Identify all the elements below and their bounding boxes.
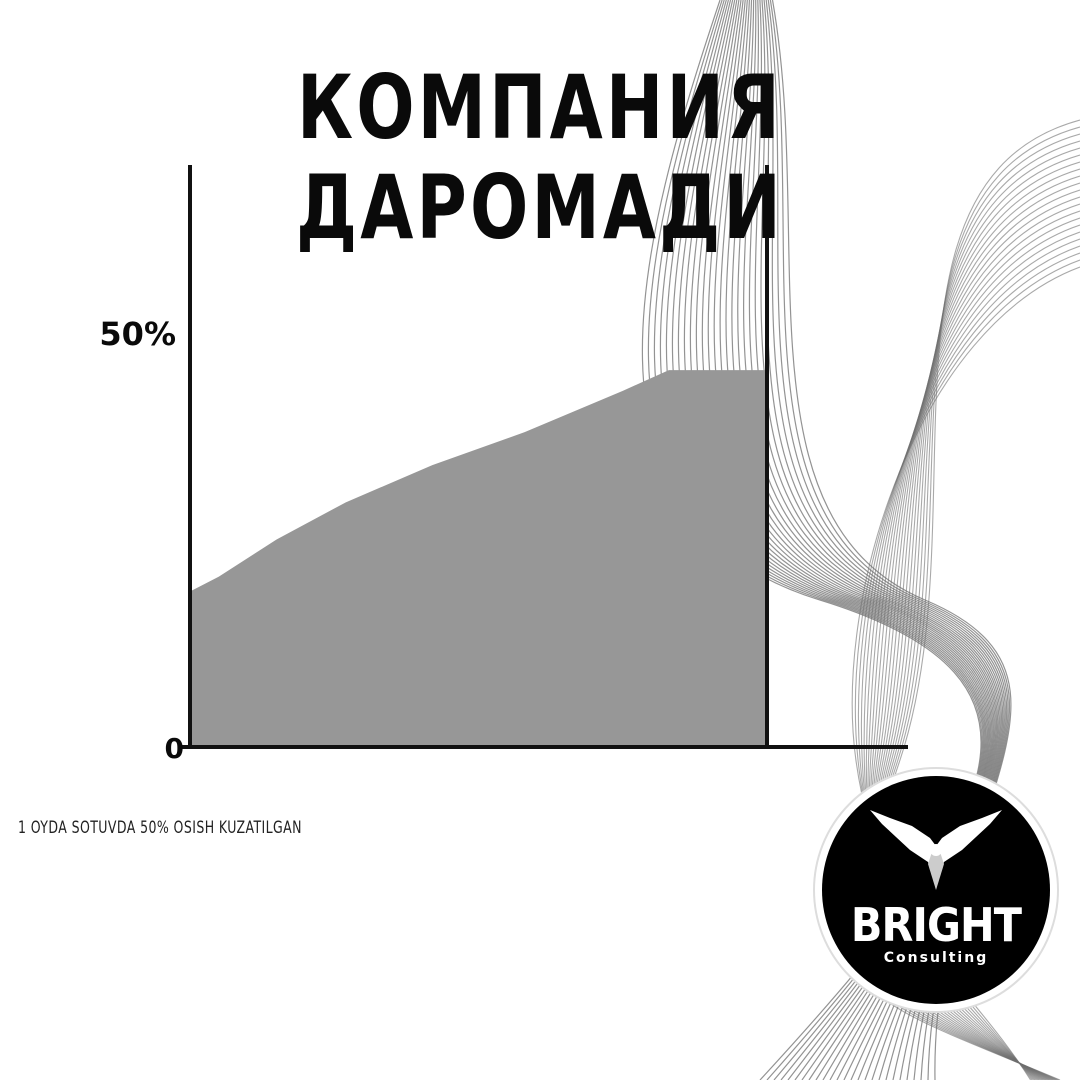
- logo-sub-text: Consulting: [883, 950, 989, 966]
- eagle-wings-icon: [870, 810, 1002, 890]
- y-tick-label-1: 50%: [99, 315, 176, 353]
- area-series: [190, 370, 767, 746]
- logo-brand-text: BRIGHT: [850, 898, 1022, 952]
- page-title: КОМПАНИЯ ДАРОМАДИ: [296, 56, 784, 259]
- y-tick-label-0: 0: [165, 732, 184, 765]
- logo-badge: [813, 767, 1059, 1013]
- bright-consulting-logo: BRIGHT Consulting: [812, 766, 1060, 1014]
- chart-caption: 1 OYDA SOTUVDA 50% OSISH KUZATILGAN: [18, 818, 302, 838]
